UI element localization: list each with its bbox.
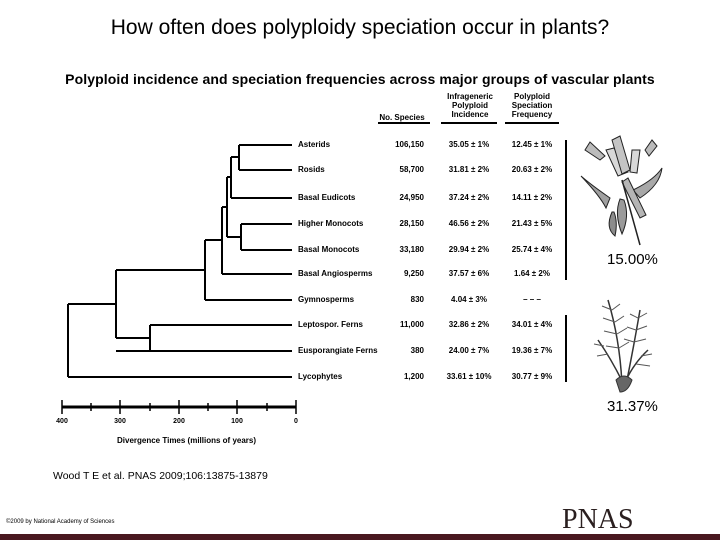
fern-rate: 31.37% xyxy=(607,398,658,415)
flower-illustration xyxy=(580,135,663,246)
header-incidence-underline xyxy=(441,122,497,124)
species-count: 106,150 xyxy=(395,140,424,149)
axis-ticks xyxy=(61,400,297,414)
species-count: 9,250 xyxy=(403,269,424,278)
slide-subtitle: Polyploid incidence and speciation frequ… xyxy=(65,71,655,87)
axis-label: Divergence Times (millions of years) xyxy=(117,436,257,445)
speciation-frequency: 34.01 ± 4% xyxy=(511,320,553,329)
taxon-label: Gymnosperms xyxy=(298,295,355,304)
pnas-logo: PNAS xyxy=(562,504,634,535)
tick-label-200: 200 xyxy=(173,418,185,425)
angiosperm-rate: 15.00% xyxy=(607,251,658,268)
species-count: 830 xyxy=(410,295,424,304)
speciation-frequency: – – – xyxy=(523,295,541,304)
polyploid-incidence: 24.00 ± 7% xyxy=(448,346,490,355)
taxon-label: Asterids xyxy=(298,140,331,149)
polyploid-incidence: 31.81 ± 2% xyxy=(448,165,490,174)
taxon-label: Rosids xyxy=(298,165,325,174)
taxon-label: Lycophytes xyxy=(298,372,343,381)
species-count: 58,700 xyxy=(399,165,424,174)
species-count: 33,180 xyxy=(399,245,424,254)
bottom-bar xyxy=(0,534,720,540)
taxon-label: Basal Monocots xyxy=(298,245,360,254)
speciation-frequency: 21.43 ± 5% xyxy=(511,219,553,228)
tick-label-400: 400 xyxy=(56,418,68,425)
speciation-frequency: 14.11 ± 2% xyxy=(512,193,552,202)
taxon-label: Basal Eudicots xyxy=(298,193,356,202)
header-frequency-underline xyxy=(505,122,559,124)
polyploid-incidence: 37.57 ± 6% xyxy=(448,269,490,278)
species-count: 11,000 xyxy=(399,320,424,329)
polyploid-incidence: 32.86 ± 2% xyxy=(448,320,490,329)
header-species: No. Species xyxy=(379,113,425,122)
polyploid-incidence: 37.24 ± 2% xyxy=(448,193,490,202)
taxon-label: Leptospor. Ferns xyxy=(298,320,363,329)
speciation-frequency: 12.45 ± 1% xyxy=(511,140,553,149)
species-count: 1,200 xyxy=(403,372,424,381)
taxon-label: Eusporangiate Ferns xyxy=(298,346,378,355)
polyploid-incidence: 35.05 ± 1% xyxy=(448,140,490,149)
header-species-underline xyxy=(378,122,430,124)
polyploid-incidence: 33.61 ± 10% xyxy=(446,372,492,381)
slide-title: How often does polyploidy speciation occ… xyxy=(110,16,610,39)
header-incidence: Infrageneric Polyploid Incidence xyxy=(447,92,493,119)
speciation-frequency: 25.74 ± 4% xyxy=(511,245,553,254)
citation: Wood T E et al. PNAS 2009;106:13875-1387… xyxy=(53,470,268,482)
tick-label-300: 300 xyxy=(114,418,126,425)
polyploid-incidence: 4.04 ± 3% xyxy=(451,295,487,304)
fern-illustration xyxy=(593,299,653,393)
header-frequency: Polyploid Speciation Frequency xyxy=(511,92,553,119)
tick-label-0: 0 xyxy=(294,418,298,425)
taxon-label: Higher Monocots xyxy=(298,219,364,228)
species-count: 28,150 xyxy=(399,219,424,228)
polyploid-incidence: 29.94 ± 2% xyxy=(448,245,490,254)
tick-label-100: 100 xyxy=(231,418,243,425)
species-count: 380 xyxy=(410,346,424,355)
speciation-frequency: 30.77 ± 9% xyxy=(511,372,553,381)
species-count: 24,950 xyxy=(399,193,424,202)
copyright: ©2009 by National Academy of Sciences xyxy=(6,519,115,525)
speciation-frequency: 19.36 ± 7% xyxy=(511,346,553,355)
speciation-frequency: 20.63 ± 2% xyxy=(511,165,553,174)
speciation-frequency: 1.64 ± 2% xyxy=(514,269,550,278)
polyploid-incidence: 46.56 ± 2% xyxy=(448,219,490,228)
taxon-label: Basal Angiosperms xyxy=(298,269,373,278)
